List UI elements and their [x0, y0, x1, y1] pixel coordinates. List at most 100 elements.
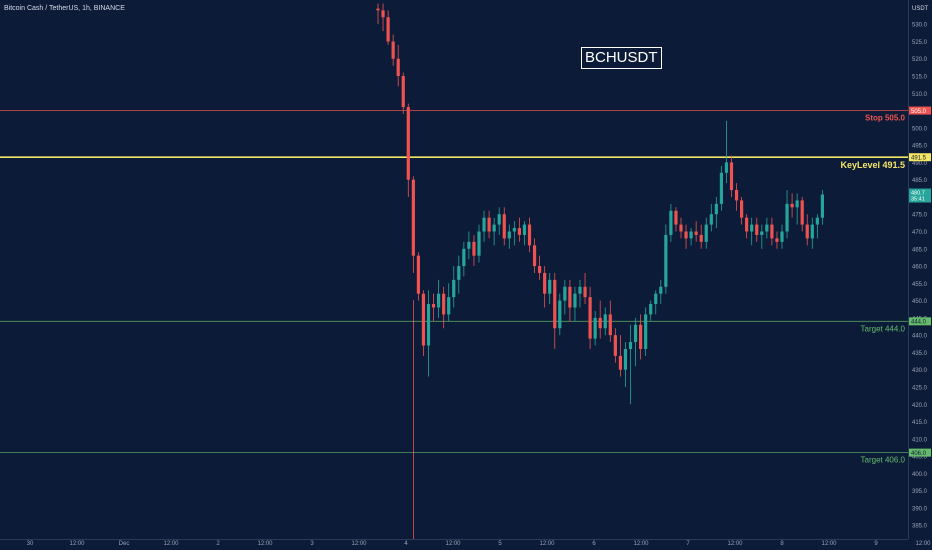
level-label-target: Target 406.0: [861, 456, 906, 465]
candle-body: [613, 335, 617, 356]
price-tick-label: 405.0: [912, 455, 928, 461]
candle-body: [421, 293, 426, 346]
candle-body: [558, 300, 562, 329]
candle-body: [714, 203, 718, 215]
candle-body: [588, 297, 592, 339]
price-tick-label: 525.0: [912, 40, 928, 46]
candle-body: [512, 228, 516, 232]
candle-body: [633, 324, 638, 343]
price-tick-label: 475.0: [912, 213, 928, 219]
candle-body: [416, 255, 420, 294]
candle-body: [507, 231, 511, 239]
candle-body: [538, 266, 542, 273]
time-tick-label: 2: [216, 541, 220, 547]
price-tick-label: 485.0: [912, 178, 928, 184]
candle-body: [462, 248, 466, 267]
candle-body: [381, 10, 385, 18]
candle-body: [568, 286, 572, 308]
candle-body: [669, 210, 673, 235]
candle-body: [578, 286, 582, 294]
last-price-value: 480.7: [911, 191, 925, 197]
level-tag-value: 505.0: [911, 109, 927, 115]
candle-body: [472, 241, 476, 256]
candle-body: [694, 231, 698, 235]
candle-body: [406, 107, 410, 180]
candle-body: [543, 272, 547, 294]
price-tick-label: 470.0: [912, 230, 928, 236]
candle-body: [800, 200, 804, 225]
price-tick-label: 520.0: [912, 57, 928, 63]
level-label-key: KeyLevel 491.5: [840, 160, 905, 170]
candle-body: [527, 224, 532, 246]
candle-body: [729, 162, 734, 191]
candle-body: [623, 348, 628, 370]
candle-body: [785, 203, 789, 232]
candle-body: [598, 317, 602, 329]
candle-body: [734, 190, 739, 201]
candle-body: [401, 76, 405, 108]
level-label-target: Target 444.0: [861, 324, 906, 333]
candle-body: [709, 214, 713, 225]
candle-body: [396, 58, 400, 77]
price-tick-label: 410.0: [912, 437, 928, 443]
price-tick-label: 415.0: [912, 420, 928, 426]
candle-body: [376, 8, 380, 11]
time-tick-label: 7: [686, 541, 690, 547]
candle-body: [457, 266, 461, 280]
price-tick-label: 400.0: [912, 472, 928, 478]
price-tick-label: 460.0: [912, 265, 928, 271]
candle-body: [593, 317, 597, 339]
candle-body: [447, 297, 451, 315]
candle-body: [487, 217, 491, 232]
candle-body: [795, 200, 799, 208]
candle-body: [649, 304, 653, 315]
time-tick-label: 12:00: [727, 541, 743, 547]
time-tick-label: 12:00: [915, 541, 931, 547]
time-tick-label: 6: [592, 541, 596, 547]
price-tick-label: 430.0: [912, 368, 928, 374]
level-tag-bg: [909, 448, 931, 457]
level-tag-value: 444.0: [911, 320, 927, 326]
price-tick-label: 495.0: [912, 144, 928, 150]
candle-body: [437, 293, 441, 308]
time-tick-label: 12:00: [445, 541, 461, 547]
price-tick-label: 425.0: [912, 385, 928, 391]
level-tag-value: 406.0: [911, 451, 927, 457]
time-tick-label: 5: [498, 541, 502, 547]
level-label-stop: Stop 505.0: [865, 114, 906, 123]
candle-body: [740, 200, 744, 218]
price-tick-label: 450.0: [912, 299, 928, 305]
candle-body: [689, 231, 693, 239]
candle-body: [820, 194, 824, 218]
time-tick-label: 12:00: [69, 541, 85, 547]
level-tag-bg: [909, 106, 931, 115]
time-tick-label: 8: [780, 541, 784, 547]
last-price-countdown: 35:41: [911, 197, 925, 203]
candle-body: [664, 234, 668, 287]
price-tick-label: 530.0: [912, 23, 928, 29]
candle-body: [760, 231, 764, 235]
candle-body: [426, 304, 431, 346]
candle-body: [775, 238, 779, 242]
time-tick-label: 4: [404, 541, 408, 547]
time-tick-label: 30: [27, 541, 34, 547]
candle-body: [719, 172, 723, 204]
time-tick-label: 12:00: [821, 541, 837, 547]
time-tick-label: 9: [874, 541, 878, 547]
candle-body: [659, 286, 663, 294]
candle-body: [724, 162, 729, 173]
candle-body: [517, 228, 521, 235]
level-tag-bg: [909, 317, 931, 326]
time-tick-label: 12:00: [351, 541, 367, 547]
price-tick-label: 515.0: [912, 75, 928, 81]
candle-body: [644, 314, 648, 349]
time-tick-label: 12:00: [539, 541, 555, 547]
candle-body: [452, 279, 456, 298]
candle-body: [750, 224, 754, 232]
price-tick-label: 420.0: [912, 403, 928, 409]
candle-body: [618, 355, 622, 370]
price-tick-label: 385.0: [912, 524, 928, 530]
candle-body: [411, 179, 415, 256]
